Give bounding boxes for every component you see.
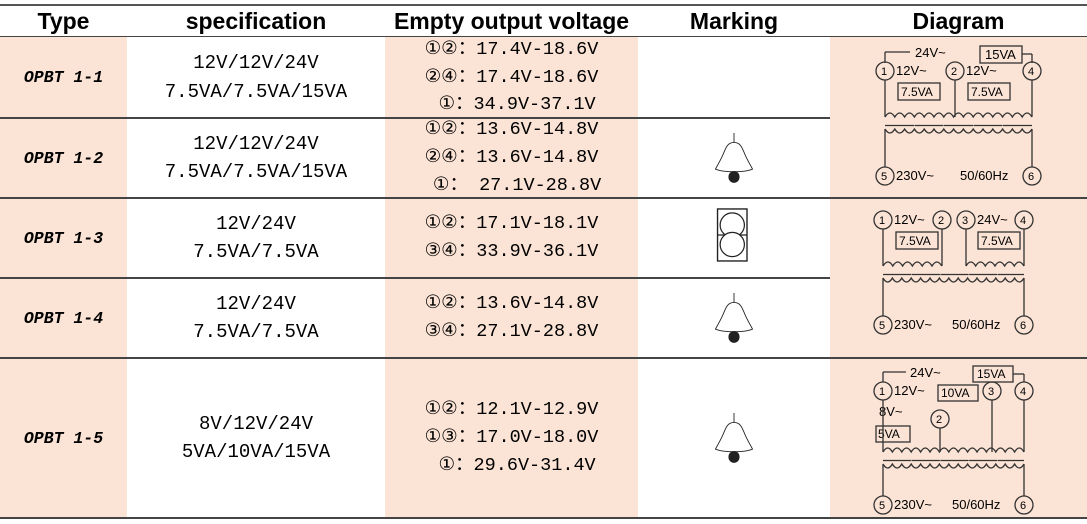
svg-text:230V~: 230V~ bbox=[894, 497, 932, 512]
svg-text:24V~: 24V~ bbox=[977, 212, 1008, 227]
svg-text:2: 2 bbox=[938, 215, 944, 227]
svg-text:5VA: 5VA bbox=[878, 427, 900, 441]
svg-text:7.5VA: 7.5VA bbox=[901, 85, 933, 99]
svg-text:24V~: 24V~ bbox=[910, 365, 941, 380]
svg-text:12V~: 12V~ bbox=[894, 383, 925, 398]
svg-text:5: 5 bbox=[879, 500, 885, 512]
svg-text:5: 5 bbox=[881, 171, 887, 183]
svg-text:1: 1 bbox=[881, 66, 887, 78]
svg-text:24V~: 24V~ bbox=[915, 45, 946, 60]
svg-text:4: 4 bbox=[1028, 66, 1034, 78]
svg-text:2: 2 bbox=[951, 66, 957, 78]
svg-text:2: 2 bbox=[936, 414, 942, 426]
svg-text:7.5VA: 7.5VA bbox=[981, 234, 1013, 248]
svg-text:12V~: 12V~ bbox=[896, 63, 927, 78]
svg-text:15VA: 15VA bbox=[977, 367, 1005, 381]
svg-text:3: 3 bbox=[988, 386, 994, 398]
svg-text:230V~: 230V~ bbox=[896, 168, 934, 183]
svg-text:12V~: 12V~ bbox=[894, 212, 925, 227]
svg-text:6: 6 bbox=[1020, 500, 1026, 512]
svg-text:6: 6 bbox=[1020, 320, 1026, 332]
svg-text:7.5VA: 7.5VA bbox=[971, 85, 1003, 99]
svg-text:12V~: 12V~ bbox=[966, 63, 997, 78]
svg-text:1: 1 bbox=[879, 215, 885, 227]
svg-text:50/60Hz: 50/60Hz bbox=[952, 497, 1000, 512]
svg-text:3: 3 bbox=[962, 215, 968, 227]
svg-text:230V~: 230V~ bbox=[894, 317, 932, 332]
svg-text:4: 4 bbox=[1020, 215, 1026, 227]
svg-text:6: 6 bbox=[1028, 171, 1034, 183]
svg-text:7.5VA: 7.5VA bbox=[899, 234, 931, 248]
svg-text:15VA: 15VA bbox=[985, 47, 1016, 62]
svg-text:50/60Hz: 50/60Hz bbox=[960, 168, 1008, 183]
svg-text:50/60Hz: 50/60Hz bbox=[952, 317, 1000, 332]
svg-text:1: 1 bbox=[879, 386, 885, 398]
svg-text:4: 4 bbox=[1020, 386, 1026, 398]
svg-text:5: 5 bbox=[879, 320, 885, 332]
svg-text:10VA: 10VA bbox=[941, 386, 969, 400]
